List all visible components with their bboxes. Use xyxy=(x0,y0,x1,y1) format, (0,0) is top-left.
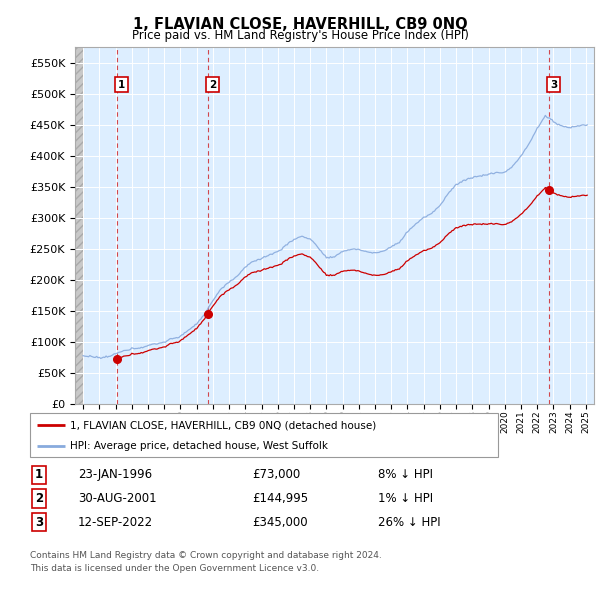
Text: This data is licensed under the Open Government Licence v3.0.: This data is licensed under the Open Gov… xyxy=(30,563,319,572)
Text: Contains HM Land Registry data © Crown copyright and database right 2024.: Contains HM Land Registry data © Crown c… xyxy=(30,550,382,559)
Text: 2: 2 xyxy=(209,80,216,90)
Text: 1: 1 xyxy=(118,80,125,90)
Text: 2: 2 xyxy=(35,492,43,505)
Text: 12-SEP-2022: 12-SEP-2022 xyxy=(78,516,153,529)
Text: HPI: Average price, detached house, West Suffolk: HPI: Average price, detached house, West… xyxy=(70,441,328,451)
Text: 26% ↓ HPI: 26% ↓ HPI xyxy=(378,516,440,529)
Text: 1, FLAVIAN CLOSE, HAVERHILL, CB9 0NQ: 1, FLAVIAN CLOSE, HAVERHILL, CB9 0NQ xyxy=(133,17,467,31)
Text: 1: 1 xyxy=(35,468,43,481)
Text: 23-JAN-1996: 23-JAN-1996 xyxy=(78,468,152,481)
FancyBboxPatch shape xyxy=(30,413,498,457)
Text: £144,995: £144,995 xyxy=(252,492,308,505)
Text: 1, FLAVIAN CLOSE, HAVERHILL, CB9 0NQ (detached house): 1, FLAVIAN CLOSE, HAVERHILL, CB9 0NQ (de… xyxy=(70,421,376,430)
Text: 8% ↓ HPI: 8% ↓ HPI xyxy=(378,468,433,481)
Text: 3: 3 xyxy=(550,80,557,90)
Bar xyxy=(75,47,83,404)
Text: £73,000: £73,000 xyxy=(252,468,300,481)
Text: 30-AUG-2001: 30-AUG-2001 xyxy=(78,492,157,505)
Text: Price paid vs. HM Land Registry's House Price Index (HPI): Price paid vs. HM Land Registry's House … xyxy=(131,30,469,42)
Text: £345,000: £345,000 xyxy=(252,516,308,529)
Text: 3: 3 xyxy=(35,516,43,529)
Text: 1% ↓ HPI: 1% ↓ HPI xyxy=(378,492,433,505)
